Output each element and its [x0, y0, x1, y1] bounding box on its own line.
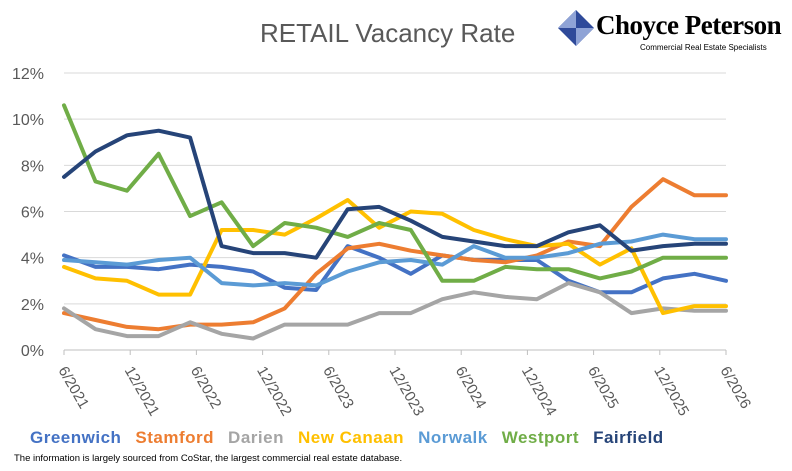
legend-item-darien: Darien [228, 428, 284, 447]
legend-item-fairfield: Fairfield [593, 428, 664, 447]
y-tick-label: 6% [21, 205, 44, 222]
x-tick-label: 12/2025 [650, 364, 692, 419]
x-tick-label: 6/2021 [55, 364, 93, 412]
footnote: The information is largely sourced from … [14, 453, 403, 464]
legend-item-greenwich: Greenwich [30, 428, 122, 447]
y-tick-label: 8% [21, 158, 44, 175]
y-tick-label: 2% [21, 297, 44, 314]
x-tick-label: 6/2022 [187, 364, 225, 412]
logo-tagline: Commercial Real Estate Specialists [640, 43, 767, 52]
x-tick-label: 12/2024 [518, 364, 560, 419]
series-line-darien [62, 281, 728, 341]
diamond-logo-icon [558, 10, 594, 46]
y-tick-label: 12% [12, 66, 44, 83]
company-logo: Choyce Peterson Commercial Real Estate S… [556, 8, 786, 54]
legend-item-stamford: Stamford [135, 428, 215, 447]
x-tick-label: 6/2024 [452, 364, 490, 412]
y-tick-label: 4% [21, 251, 44, 268]
legend-item-new-canaan: New Canaan [297, 428, 405, 447]
legend-item-norwalk: Norwalk [418, 428, 488, 447]
series-line-stamford [62, 177, 728, 332]
x-tick-label: 12/2021 [121, 364, 163, 419]
chart-title: RETAIL Vacancy Rate [260, 18, 516, 48]
legend-item-westport: Westport [501, 428, 580, 447]
logo-name: Choyce Peterson [596, 10, 782, 40]
x-tick-label: 6/2025 [584, 364, 622, 412]
x-tick-label: 6/2023 [319, 364, 357, 412]
series-line-westport [62, 103, 728, 283]
series-line-new-canaan [62, 198, 728, 316]
series-line-greenwich [62, 244, 728, 295]
x-tick-label: 12/2022 [253, 364, 295, 419]
series-line-fairfield [62, 128, 728, 260]
y-tick-label: 0% [21, 343, 44, 360]
chart-legend: Greenwich Stamford Darien New Canaan Norwalk… [30, 428, 790, 450]
x-tick-label: 12/2023 [386, 364, 428, 419]
x-tick-label: 6/2026 [717, 364, 755, 412]
series-line-norwalk [62, 232, 728, 288]
y-tick-label: 10% [12, 112, 44, 129]
